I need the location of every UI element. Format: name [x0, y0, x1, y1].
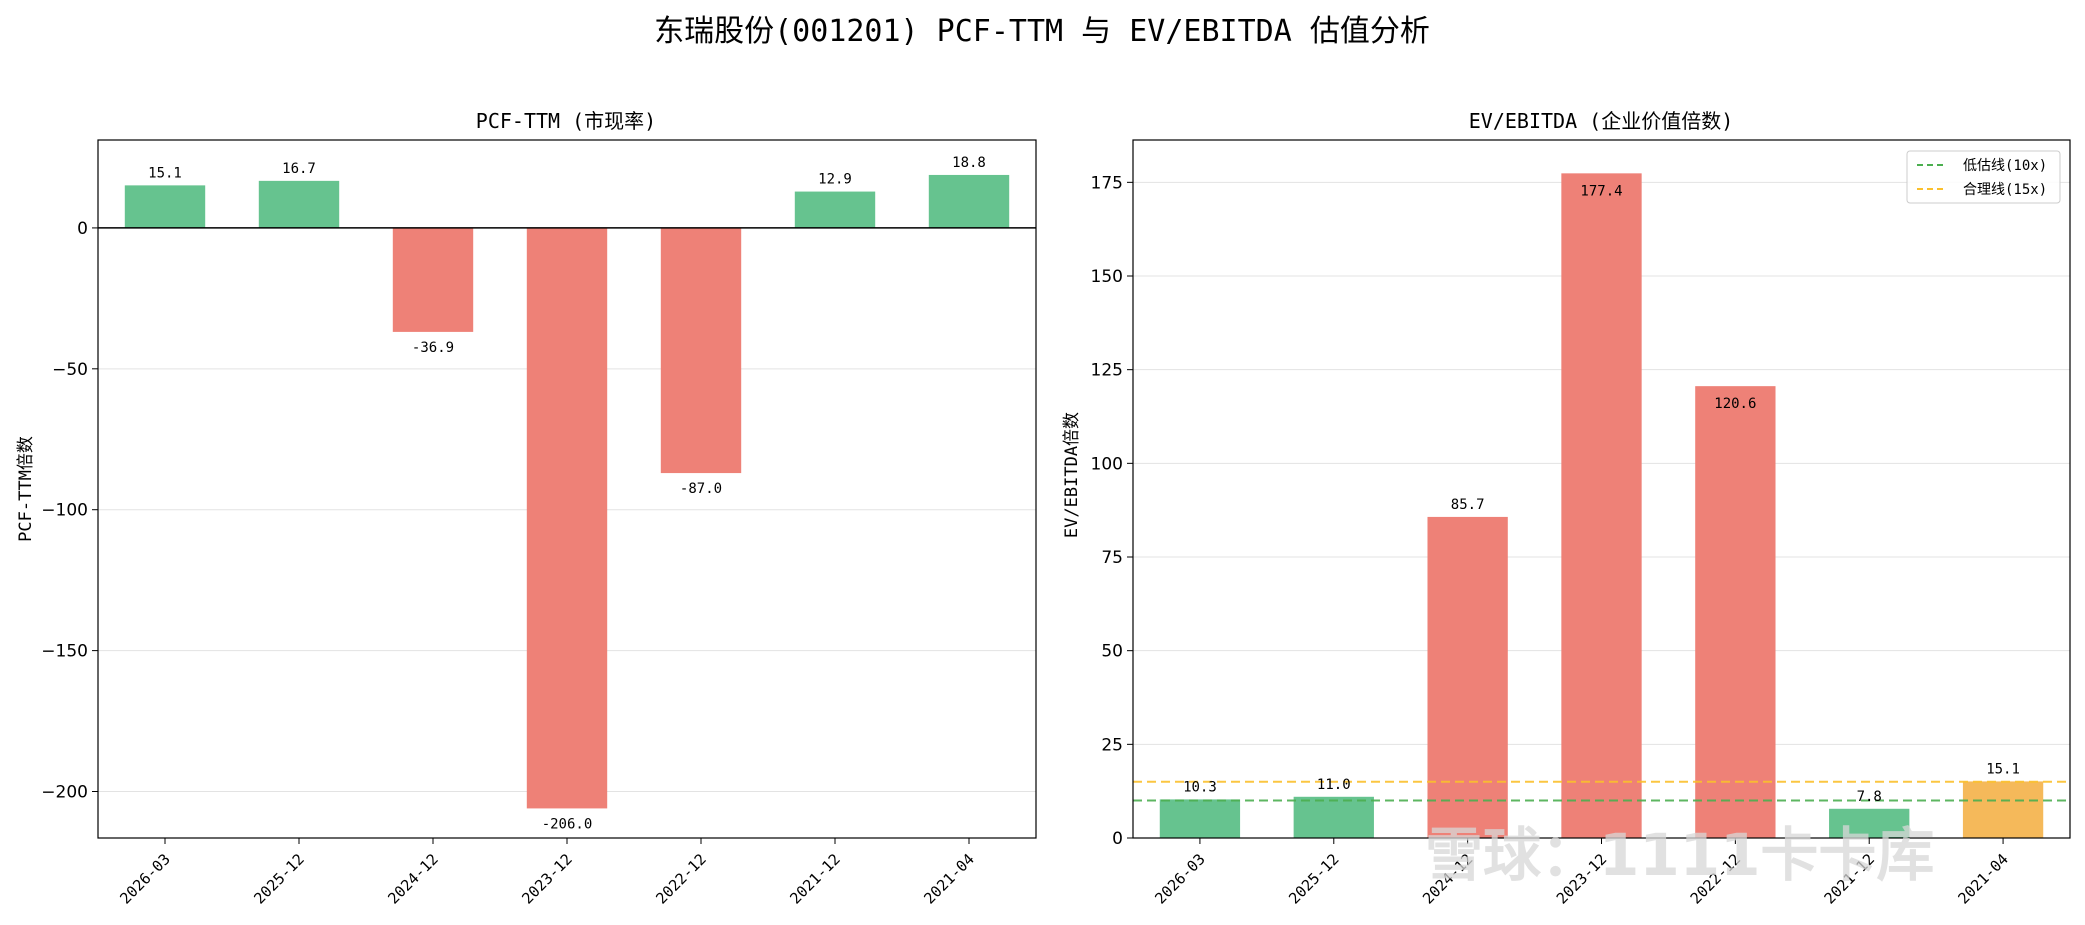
- pcf-x-tick-label: 2023-12: [518, 850, 575, 907]
- pcf-panel: 0 −50 −100 −150 −200 15.1 16.7 -36.9 -206.0 -87.0…: [16, 109, 1037, 908]
- pcf-data-label: 16.7: [282, 161, 316, 177]
- ev-bar-2023-12: [1561, 173, 1642, 838]
- ev-data-label: 15.1: [1986, 761, 2020, 777]
- ev-ebitda-panel: 0 25 50 75 100 125 150 175 10.3 11.0 85.7 177.4 120.…: [1062, 109, 2071, 908]
- legend: 低估线(10x) 合理线(15x): [1906, 150, 2061, 204]
- pcf-y-tick-label: −100: [41, 501, 88, 521]
- ev-bar-2021-12: [1829, 808, 1910, 838]
- ev-bar-2022-12: [1695, 386, 1776, 838]
- pcf-bar-2023-12: [526, 227, 608, 809]
- pcf-data-label: 18.8: [952, 155, 986, 171]
- ev-bar-2021-04: [1962, 781, 2044, 838]
- pcf-bar-2022-12: [660, 227, 742, 474]
- ev-y-tick-label: 175: [1091, 173, 1123, 193]
- ev-y-tick-label: 25: [1101, 735, 1123, 755]
- ev-y-tick-label: 150: [1091, 267, 1123, 287]
- ev-x-tick-label: 2026-03: [1151, 850, 1208, 907]
- ev-bar-2024-12: [1427, 516, 1508, 838]
- ev-x-tick-label: 2025-12: [1285, 850, 1342, 907]
- ev-bar-2026-03: [1159, 799, 1241, 838]
- legend-label-low: 低估线(10x): [1963, 158, 2047, 174]
- pcf-x-tick-label: 2025-12: [250, 850, 307, 907]
- ev-y-tick-label: 0: [1112, 829, 1123, 849]
- ev-bar-2025-12: [1293, 796, 1374, 838]
- pcf-y-axis-label: PCF-TTM倍数: [16, 436, 36, 542]
- pcf-x-tick-label: 2026-03: [116, 850, 173, 907]
- legend-label-fair: 合理线(15x): [1963, 182, 2047, 198]
- pcf-y-tick-label: 0: [77, 219, 88, 239]
- ev-data-label: 85.7: [1451, 497, 1485, 513]
- pcf-bar-2026-03: [124, 185, 206, 228]
- pcf-bar-2021-04: [928, 174, 1010, 228]
- pcf-x-tick-label: 2022-12: [652, 850, 709, 907]
- watermark: 雪球：1111卡卡库: [1425, 821, 1934, 889]
- ev-data-label: 177.4: [1580, 183, 1622, 199]
- ev-data-label: 11.0: [1317, 777, 1351, 793]
- pcf-x-tick-label: 2021-12: [786, 850, 843, 907]
- ev-y-tick-label: 75: [1101, 548, 1123, 568]
- pcf-panel-title: PCF-TTM (市现率): [476, 109, 656, 133]
- pcf-data-label: -87.0: [680, 481, 722, 497]
- ev-x-tick-label: 2021-04: [1954, 850, 2011, 907]
- pcf-bar-2024-12: [392, 227, 474, 332]
- pcf-data-label: 12.9: [818, 172, 852, 188]
- figure-title: 东瑞股份(001201) PCF-TTM 与 EV/EBITDA 估值分析: [654, 14, 1430, 49]
- ev-panel-title: EV/EBITDA (企业价值倍数): [1469, 109, 1734, 133]
- ev-data-label: 10.3: [1183, 779, 1217, 795]
- ev-y-axis-label: EV/EBITDA倍数: [1062, 412, 1082, 538]
- pcf-data-label: -206.0: [542, 816, 593, 832]
- ev-y-tick-label: 50: [1101, 642, 1123, 662]
- pcf-data-label: 15.1: [148, 165, 182, 181]
- pcf-x-tick-label: 2024-12: [384, 850, 441, 907]
- legend-box: [1906, 150, 2061, 204]
- pcf-y-tick-label: −150: [41, 642, 88, 662]
- pcf-y-tick-label: −50: [52, 360, 88, 380]
- pcf-bar-2025-12: [258, 180, 340, 228]
- pcf-bar-2021-12: [794, 191, 876, 228]
- pcf-data-label: -36.9: [412, 340, 454, 356]
- pcf-x-tick-label: 2021-04: [920, 850, 977, 907]
- ev-data-label: 7.8: [1857, 789, 1882, 805]
- ev-y-tick-label: 100: [1091, 454, 1123, 474]
- pcf-y-tick-label: −200: [41, 783, 88, 803]
- ev-data-label: 120.6: [1714, 396, 1756, 412]
- ev-y-tick-label: 125: [1091, 361, 1123, 381]
